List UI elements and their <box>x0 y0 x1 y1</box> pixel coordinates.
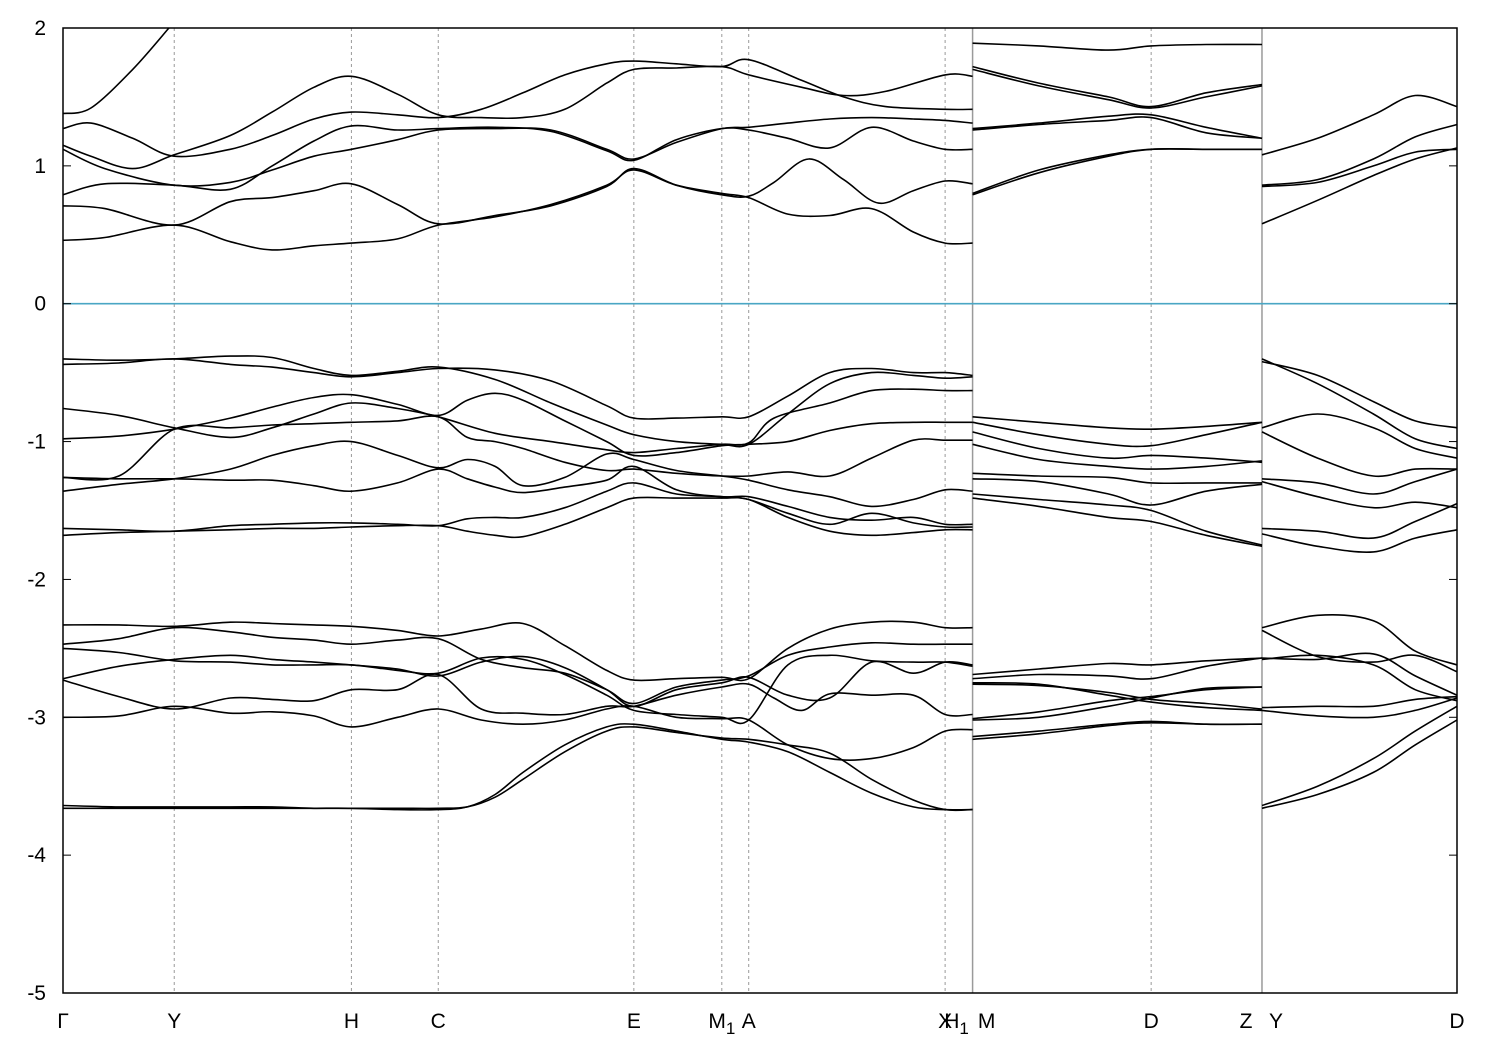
band-line <box>1261 529 1458 553</box>
band-line <box>62 673 973 717</box>
kpath-lines <box>173 28 1263 993</box>
kpoint-label: H <box>344 1010 359 1033</box>
band-line <box>1261 148 1458 188</box>
band-line <box>972 721 1263 741</box>
band-line <box>972 113 1263 140</box>
kpoint-label: Z <box>1240 1010 1253 1033</box>
band-line <box>1261 705 1458 807</box>
band-line <box>972 416 1263 431</box>
y-tick-label: -4 <box>27 844 46 867</box>
kpoint-label: A <box>742 1010 756 1033</box>
y-tick-label: 2 <box>34 17 46 40</box>
band-line <box>972 472 1262 485</box>
band-line <box>62 496 973 539</box>
kpoint-label: Y <box>167 1010 181 1033</box>
band-line <box>62 388 973 454</box>
band-line <box>62 654 973 708</box>
kpoint-label: X <box>938 1010 952 1033</box>
band-line <box>62 647 973 725</box>
band-line <box>62 482 973 533</box>
band-line <box>63 723 973 811</box>
band-line <box>972 497 1263 548</box>
band-line <box>1261 468 1458 495</box>
band-line <box>972 68 1263 109</box>
band-line <box>972 683 1263 710</box>
band-line <box>972 42 1263 51</box>
band-line <box>1261 480 1458 509</box>
band-line <box>1261 654 1458 702</box>
kpoint-label: E <box>627 1010 641 1033</box>
band-line <box>62 415 973 481</box>
y-tick-label: -5 <box>27 982 46 1005</box>
band-line <box>62 620 973 682</box>
y-tick-label: 0 <box>34 293 46 316</box>
y-tick-label: -3 <box>27 706 46 729</box>
band-line <box>62 58 973 158</box>
band-line <box>972 421 1263 448</box>
kpoint-label: D <box>1449 1010 1464 1033</box>
kpoint-label: H1 <box>944 1010 969 1038</box>
band-line <box>62 65 973 170</box>
band-line <box>62 124 973 196</box>
band-line <box>62 440 973 508</box>
plot-frame-group <box>62 27 1458 994</box>
band-line <box>62 158 973 226</box>
band-line <box>1261 695 1458 709</box>
band-line <box>1261 719 1458 810</box>
y-tick-label: -2 <box>27 568 46 591</box>
band-line <box>972 148 1262 196</box>
band-line <box>1261 360 1458 429</box>
band-line <box>1261 123 1458 186</box>
band-line <box>62 465 973 526</box>
x-axis-group: Γ Y H C E M1 A XH1 M D Z Y D <box>57 1010 1464 1038</box>
band-line <box>62 358 973 420</box>
band-line <box>62 726 973 812</box>
band-line <box>972 657 1263 676</box>
band-line <box>62 169 973 251</box>
band-line <box>1261 358 1458 450</box>
band-line <box>62 27 170 115</box>
band-line <box>1261 652 1458 696</box>
kpoint-label: Γ <box>57 1010 69 1033</box>
band-line <box>1261 697 1458 719</box>
band-line <box>1261 431 1458 478</box>
band-line <box>972 686 1263 720</box>
band-line <box>972 116 1263 140</box>
band-line <box>62 116 973 187</box>
y-axis-group: 2 1 0 -1 -2 -3 -4 -5 <box>27 17 1457 1005</box>
y-tick-label: 1 <box>34 155 46 178</box>
kpoint-label: M1 <box>708 1010 735 1038</box>
band-line <box>972 686 1263 721</box>
kpoint-label: M <box>978 1010 996 1033</box>
band-line <box>972 478 1263 506</box>
kpoint-label: D <box>1144 1010 1159 1033</box>
band-line <box>62 355 973 448</box>
band-line <box>1261 147 1458 225</box>
band-line <box>62 626 973 705</box>
band-line <box>1261 502 1458 540</box>
band-line <box>1261 629 1458 673</box>
band-line <box>972 657 1263 680</box>
plot-frame <box>62 27 1458 994</box>
band-line <box>972 443 1263 470</box>
kpoint-label: C <box>431 1010 446 1033</box>
band-line <box>972 493 1263 546</box>
kpoint-label: Y <box>1269 1010 1283 1033</box>
band-line <box>1261 94 1458 156</box>
band-line <box>972 65 1263 108</box>
band-line <box>1261 614 1458 666</box>
band-line <box>62 392 973 457</box>
y-tick-label: -1 <box>27 431 46 454</box>
bands-group <box>62 27 1458 812</box>
band-line <box>972 431 1263 464</box>
band-line <box>1261 413 1458 459</box>
